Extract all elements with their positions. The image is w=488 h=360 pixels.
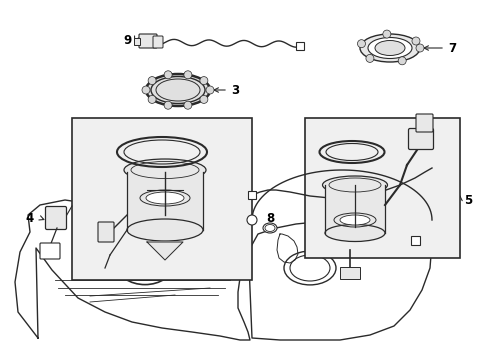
Circle shape (164, 71, 172, 79)
Ellipse shape (124, 159, 205, 181)
Text: 3: 3 (230, 84, 239, 96)
Circle shape (365, 54, 373, 62)
Ellipse shape (339, 215, 369, 225)
Circle shape (200, 77, 207, 85)
Circle shape (246, 215, 257, 225)
Circle shape (357, 40, 365, 48)
Ellipse shape (146, 74, 209, 106)
Text: 1: 1 (233, 189, 242, 202)
Text: 8: 8 (265, 212, 274, 225)
Ellipse shape (127, 219, 203, 241)
Bar (134, 38, 140, 45)
Bar (127, 172, 203, 230)
Bar (339, 267, 359, 279)
Circle shape (183, 101, 191, 109)
Text: 9: 9 (123, 33, 132, 46)
Bar (410, 236, 419, 245)
Circle shape (183, 71, 191, 79)
Circle shape (148, 77, 156, 85)
FancyBboxPatch shape (407, 129, 433, 149)
Ellipse shape (322, 176, 386, 194)
Ellipse shape (374, 41, 404, 55)
Text: 2: 2 (114, 145, 122, 158)
Circle shape (148, 95, 156, 103)
Polygon shape (147, 242, 183, 260)
Ellipse shape (146, 192, 183, 204)
Circle shape (229, 222, 242, 234)
Text: 6: 6 (313, 149, 322, 162)
Text: 4: 4 (26, 212, 34, 225)
Ellipse shape (117, 246, 173, 285)
Circle shape (212, 224, 227, 240)
Circle shape (411, 37, 419, 45)
FancyBboxPatch shape (153, 36, 163, 48)
Text: 5: 5 (463, 194, 471, 207)
Circle shape (205, 86, 214, 94)
Circle shape (382, 30, 390, 38)
FancyBboxPatch shape (415, 114, 432, 132)
Circle shape (397, 57, 406, 65)
Bar (72, 118, 251, 280)
Text: 7: 7 (447, 41, 455, 54)
Bar (325, 185, 384, 233)
Polygon shape (15, 200, 249, 340)
Ellipse shape (325, 225, 384, 242)
Circle shape (164, 101, 172, 109)
FancyBboxPatch shape (45, 207, 66, 230)
Circle shape (415, 44, 423, 52)
Ellipse shape (263, 223, 276, 233)
Ellipse shape (359, 34, 419, 62)
Ellipse shape (367, 37, 411, 59)
FancyBboxPatch shape (98, 222, 114, 242)
Polygon shape (247, 216, 431, 340)
Bar (305, 118, 459, 258)
Bar (247, 191, 256, 199)
Bar (295, 42, 304, 50)
Circle shape (200, 95, 207, 103)
FancyBboxPatch shape (139, 34, 157, 48)
Circle shape (142, 86, 150, 94)
FancyBboxPatch shape (40, 243, 60, 259)
